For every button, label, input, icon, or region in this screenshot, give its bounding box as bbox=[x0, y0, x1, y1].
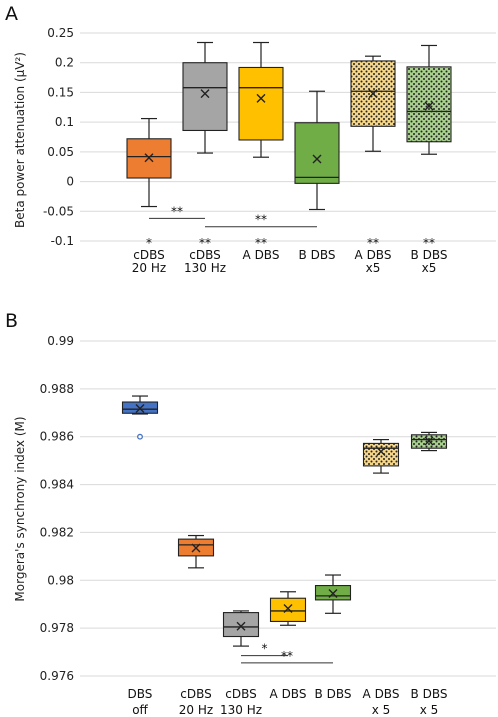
panel-b-chart: B Morgera's synchrony index (M) 0.99 0.98… bbox=[5, 310, 496, 717]
panel-b-category-label: off bbox=[132, 703, 148, 717]
panel-b-category-label: DBS bbox=[128, 687, 153, 701]
box-body bbox=[294, 122, 340, 184]
panel-b-box-4 bbox=[314, 574, 352, 614]
panel-b-y-axis-title: Morgera's synchrony index (M) bbox=[13, 416, 27, 601]
panel-a-category-label: A DBS bbox=[243, 248, 280, 262]
panel-b-category-label: 20 Hz bbox=[179, 703, 213, 717]
panel-b-category-label: x 5 bbox=[372, 703, 391, 717]
panel-a-category-significance: ** bbox=[367, 236, 379, 250]
mean-marker bbox=[200, 89, 210, 99]
panel-a-box-4 bbox=[350, 55, 396, 152]
panel-b-box-6 bbox=[410, 431, 448, 452]
panel-b-y-tick-label: 0.99 bbox=[47, 334, 74, 348]
panel-a-category-significance: ** bbox=[199, 236, 211, 250]
panel-a-significance-label: ** bbox=[171, 204, 183, 218]
box-body bbox=[238, 66, 284, 141]
panel-b-y-tick-label: 0.988 bbox=[40, 382, 74, 396]
panel-a-category-label: x5 bbox=[422, 261, 437, 275]
mean-marker bbox=[328, 588, 338, 598]
box-body bbox=[362, 442, 400, 467]
panel-b-box-0 bbox=[121, 395, 159, 440]
mean-marker bbox=[144, 153, 154, 163]
mean-marker bbox=[424, 101, 434, 111]
mean-marker bbox=[135, 403, 145, 413]
panel-a-y-tick-label: -0.1 bbox=[51, 234, 74, 248]
panel-b-y-tick-label: 0.978 bbox=[40, 621, 74, 635]
panel-b-box-5 bbox=[362, 438, 400, 474]
panel-a-y-tick-label: 0.25 bbox=[47, 26, 74, 40]
panel-a-box-5 bbox=[406, 44, 452, 155]
panel-b-y-tick-label: 0.976 bbox=[40, 669, 74, 683]
panel-a-category-label: B DBS bbox=[411, 248, 448, 262]
panel-a-y-axis-title: Beta power attenuation (µV²) bbox=[13, 52, 27, 228]
panel-b-category-label: cDBS bbox=[225, 687, 256, 701]
panel-b-category-label: A DBS bbox=[363, 687, 400, 701]
panel-a-label: A bbox=[5, 3, 18, 25]
panel-b-significance-label: * bbox=[262, 642, 268, 656]
panel-a-y-tick-label: 0.15 bbox=[47, 85, 74, 99]
panel-a-box-0 bbox=[126, 117, 172, 208]
panel-b-box-1 bbox=[177, 534, 215, 569]
panel-b-y-tick-label: 0.98 bbox=[47, 573, 74, 587]
mean-marker bbox=[376, 447, 386, 457]
panel-a-chart: A Beta power attenuation (µV²) 0.25 0.2 0.… bbox=[5, 3, 496, 275]
panel-b-category-label: cDBS bbox=[180, 687, 211, 701]
mean-marker bbox=[191, 543, 201, 553]
panel-a-y-tick-label: -0.05 bbox=[43, 204, 74, 218]
box-body bbox=[406, 66, 452, 143]
panel-a-category-significance: * bbox=[146, 236, 152, 250]
panel-b-box-2 bbox=[222, 610, 260, 647]
mean-marker bbox=[424, 436, 434, 446]
panel-a-y-tick-label: 0.1 bbox=[55, 115, 74, 129]
panel-a-box-2 bbox=[238, 41, 284, 158]
panel-a-y-tick-label: 0.05 bbox=[47, 145, 74, 159]
mean-marker bbox=[312, 154, 322, 164]
outlier-point bbox=[137, 433, 143, 440]
panel-b-category-label: B DBS bbox=[411, 687, 448, 701]
box-body bbox=[182, 62, 228, 132]
panel-b-label: B bbox=[5, 310, 18, 332]
panel-a-box-3 bbox=[294, 90, 340, 211]
panel-a-category-label: 20 Hz bbox=[132, 261, 166, 275]
box-body bbox=[269, 597, 307, 622]
panel-a-y-tick-label: 0.2 bbox=[55, 56, 74, 70]
mean-marker bbox=[368, 89, 378, 99]
panel-a-significance-label: ** bbox=[255, 213, 267, 227]
mean-marker bbox=[236, 621, 246, 631]
panel-b-y-tick-label: 0.984 bbox=[40, 478, 74, 492]
panel-b-category-label: x 5 bbox=[420, 703, 439, 717]
mean-marker bbox=[283, 604, 293, 614]
panel-a-category-significance: ** bbox=[423, 236, 435, 250]
panel-b-category-label: 130 Hz bbox=[220, 703, 262, 717]
panel-a-category-label: A DBS bbox=[355, 248, 392, 262]
panel-a-category-label: cDBS bbox=[133, 248, 164, 262]
panel-b-category-label: B DBS bbox=[315, 687, 352, 701]
panel-a-category-label: x5 bbox=[366, 261, 381, 275]
panel-a-category-label: cDBS bbox=[189, 248, 220, 262]
panel-b-category-label: A DBS bbox=[270, 687, 307, 701]
mean-marker bbox=[256, 93, 266, 103]
panel-b-y-tick-label: 0.986 bbox=[40, 430, 74, 444]
panel-a-y-tick-label: 0 bbox=[66, 175, 74, 189]
panel-b-box-3 bbox=[269, 591, 307, 626]
panel-a-category-label: B DBS bbox=[299, 248, 336, 262]
panel-b-significance-label: ** bbox=[281, 649, 293, 663]
box-body bbox=[222, 612, 260, 638]
panel-a-category-significance: ** bbox=[255, 236, 267, 250]
panel-a-category-label: 130 Hz bbox=[184, 261, 226, 275]
panel-a-box-1 bbox=[182, 41, 228, 154]
panel-b-y-tick-label: 0.982 bbox=[40, 525, 74, 539]
